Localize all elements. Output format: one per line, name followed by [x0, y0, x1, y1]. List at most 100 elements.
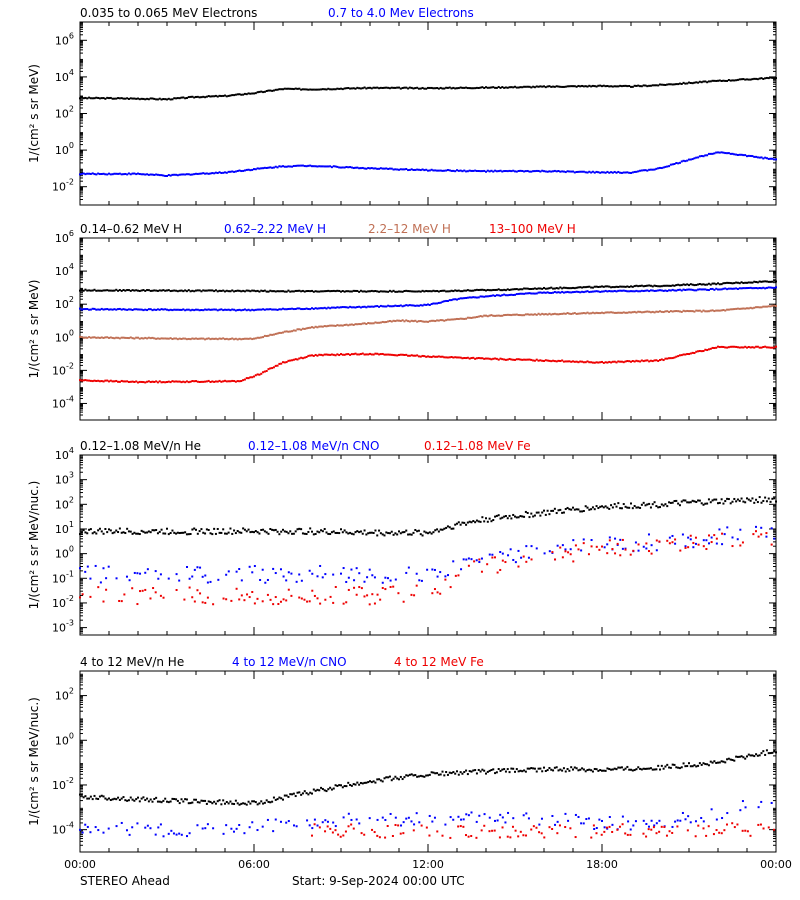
data-point: [405, 289, 408, 292]
data-point: [256, 597, 259, 600]
data-point: [363, 290, 366, 293]
data-point: [475, 86, 478, 89]
data-point: [521, 358, 524, 361]
y-tick-label: 102: [55, 495, 74, 511]
data-point: [775, 345, 777, 348]
data-point: [619, 171, 622, 174]
data-point: [770, 801, 773, 804]
data-point: [722, 151, 725, 154]
data-point: [265, 799, 268, 802]
data-point: [615, 171, 618, 174]
data-point: [488, 517, 491, 520]
data-point: [211, 533, 214, 536]
data-point: [417, 355, 420, 358]
data-point: [436, 830, 439, 833]
data-point: [276, 308, 279, 311]
data-point: [285, 308, 288, 311]
data-point: [443, 527, 446, 530]
legend-entry: 4 to 12 MeV/n CNO: [232, 655, 347, 669]
data-point: [486, 315, 489, 318]
data-point: [640, 503, 643, 506]
data-point: [561, 287, 564, 290]
data-point: [552, 170, 555, 173]
data-point: [133, 308, 136, 311]
data-point: [693, 352, 696, 355]
data-point: [510, 293, 513, 296]
data-point: [347, 87, 350, 90]
data-point: [100, 530, 103, 533]
data-point: [619, 766, 622, 769]
data-point: [530, 292, 533, 295]
data-point: [689, 821, 692, 824]
data-point: [519, 169, 522, 172]
data-point: [421, 86, 424, 89]
data-point: [266, 593, 269, 596]
data-point: [327, 788, 330, 791]
data-point: [606, 311, 609, 314]
data-point: [366, 576, 369, 579]
data-point: [276, 798, 279, 801]
data-point: [668, 501, 671, 504]
data-point: [553, 290, 556, 293]
data-point: [421, 320, 424, 323]
data-point: [379, 86, 382, 89]
data-point: [535, 313, 538, 316]
data-point: [573, 290, 576, 293]
data-point: [396, 354, 399, 357]
data-point: [176, 531, 179, 534]
data-point: [84, 531, 87, 534]
data-point: [216, 380, 219, 383]
data-point: [605, 826, 608, 829]
data-point: [713, 534, 716, 537]
data-point: [287, 87, 290, 90]
data-point: [95, 96, 98, 99]
data-point: [504, 86, 507, 89]
data-point: [329, 827, 332, 830]
data-point: [767, 77, 770, 80]
data-point: [764, 305, 767, 308]
data-point: [102, 795, 105, 798]
data-point: [702, 309, 705, 312]
data-point: [309, 326, 312, 329]
data-point: [674, 820, 677, 823]
data-point: [115, 379, 118, 382]
data-point: [169, 800, 172, 803]
data-point: [394, 354, 397, 357]
data-point: [601, 819, 603, 822]
data-point: [171, 289, 174, 292]
data-point: [749, 346, 752, 349]
data-point: [423, 87, 426, 90]
data-point: [378, 305, 381, 308]
data-point: [764, 280, 767, 283]
data-point: [292, 308, 295, 311]
data-point: [421, 168, 424, 171]
data-point: [428, 531, 431, 534]
data-point: [376, 321, 379, 324]
data-point: [379, 304, 382, 307]
data-point: [666, 763, 669, 766]
data-point: [187, 337, 190, 340]
data-point: [546, 170, 549, 173]
data-point: [437, 169, 440, 172]
data-point: [553, 360, 556, 363]
data-point: [224, 532, 226, 535]
data-point: [158, 530, 161, 533]
data-point: [710, 808, 713, 811]
data-point: [379, 532, 382, 535]
data-point: [456, 298, 458, 301]
data-point: [628, 285, 631, 288]
data-point: [289, 290, 292, 293]
data-point: [584, 171, 587, 174]
data-point: [390, 290, 393, 293]
data-point: [79, 307, 81, 310]
data-point: [760, 346, 763, 349]
data-point: [303, 790, 306, 793]
data-point: [509, 548, 512, 551]
data-point: [669, 284, 672, 287]
data-point: [450, 356, 453, 359]
data-point: [593, 828, 596, 831]
data-point: [104, 97, 107, 100]
data-point: [392, 585, 395, 588]
data-point: [115, 529, 118, 532]
data-point: [532, 515, 535, 518]
